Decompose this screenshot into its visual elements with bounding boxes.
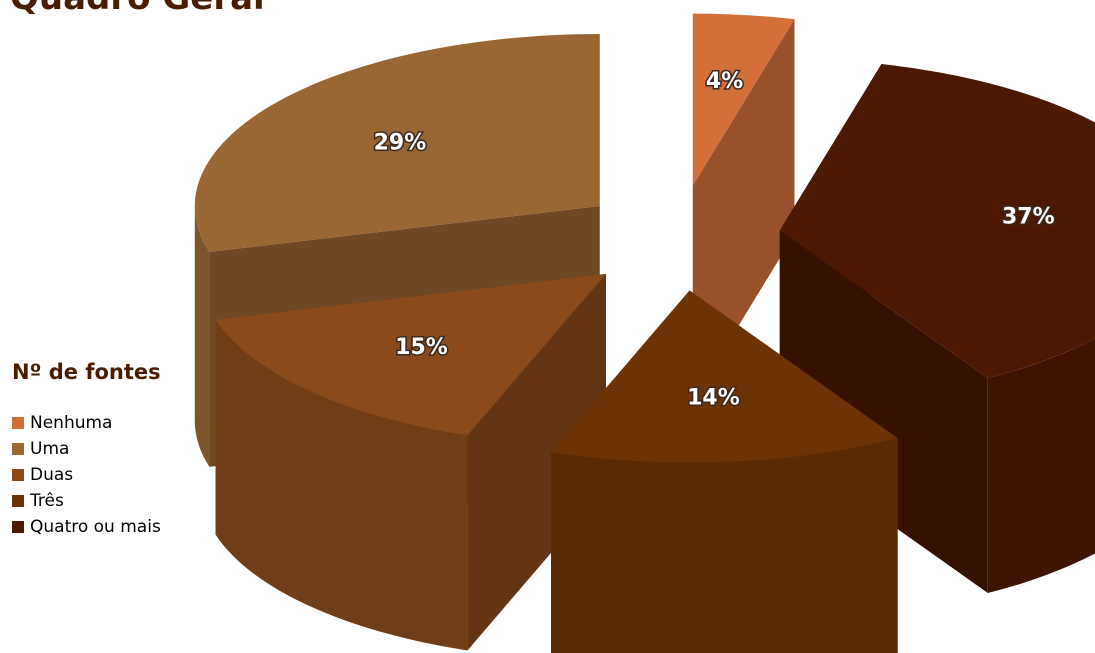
legend-item-nenhuma: Nenhuma bbox=[12, 410, 252, 436]
data-label-duas: 15% bbox=[395, 335, 448, 360]
pie-slice-top-tres bbox=[551, 290, 898, 463]
pie-slice-duas bbox=[215, 273, 606, 651]
legend-title: Nº de fontes bbox=[12, 360, 161, 384]
pie-slice-top-uma bbox=[194, 34, 600, 252]
slice-layer bbox=[194, 13, 1095, 653]
legend-item-quatro-ou-mais: Quatro ou mais bbox=[12, 514, 252, 540]
data-label-uma: 29% bbox=[374, 130, 427, 155]
legend-label: Três bbox=[30, 491, 64, 511]
pie-slice-rim-duas bbox=[215, 319, 468, 651]
pie-slice-quatro-ou-mais bbox=[779, 63, 1095, 594]
data-label-layer: 4% 37% 14% 15% 29% bbox=[372, 67, 1056, 412]
legend-item-tres: Três bbox=[12, 488, 252, 514]
legend-label: Uma bbox=[30, 439, 70, 459]
legend: Nº de fontes Nenhuma Uma Duas Três Quatro ou… bbox=[12, 360, 252, 540]
legend-item-uma: Uma bbox=[12, 436, 252, 462]
legend-label: Duas bbox=[30, 465, 74, 485]
legend-swatch bbox=[12, 495, 24, 507]
legend-swatch bbox=[12, 417, 24, 429]
pie-slice-top-quatro-ou-mais bbox=[779, 63, 1095, 379]
chart-title: Quadro Geral bbox=[10, 0, 265, 18]
pie-slice-rim-tres bbox=[551, 438, 898, 653]
pie-slice-top-duas bbox=[215, 273, 606, 436]
legend-label: Quatro ou mais bbox=[30, 517, 161, 537]
pie-slice-side-quatro-ou-mais-end bbox=[779, 230, 988, 594]
legend-swatch bbox=[12, 469, 24, 481]
pie-slice-side-nenhuma-end bbox=[692, 19, 795, 401]
legend-label: Nenhuma bbox=[30, 413, 113, 433]
pie-slice-tres bbox=[551, 290, 898, 653]
pie-slice-top-nenhuma bbox=[692, 13, 795, 186]
pie-slice-side-duas-start bbox=[467, 273, 606, 651]
legend-item-duas: Duas bbox=[12, 462, 252, 488]
legend-list: Nenhuma Uma Duas Três Quatro ou mais bbox=[12, 410, 252, 540]
pie-slice-nenhuma bbox=[692, 13, 795, 401]
pie-slice-rim-uma bbox=[194, 206, 210, 467]
data-label-quatro-ou-mais: 37% bbox=[1002, 204, 1055, 229]
legend-swatch bbox=[12, 521, 24, 533]
pie-slice-rim-quatro-ou-mais bbox=[987, 338, 1095, 594]
legend-swatch bbox=[12, 443, 24, 455]
data-label-tres: 14% bbox=[687, 386, 740, 411]
data-label-nenhuma: 4% bbox=[706, 69, 743, 94]
